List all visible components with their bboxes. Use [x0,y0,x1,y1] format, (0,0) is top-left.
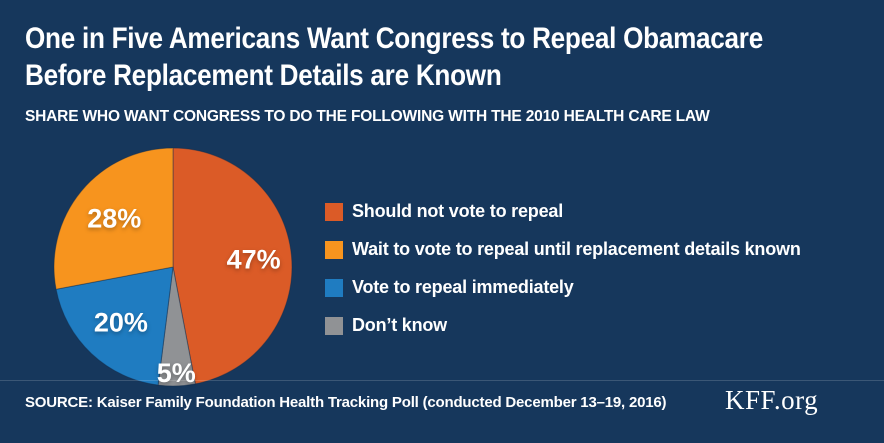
title-line-1: One in Five Americans Want Congress to R… [25,22,763,55]
legend-item: Don’t know [325,315,801,336]
chart-subtitle: SHARE WHO WANT CONGRESS TO DO THE FOLLOW… [25,108,710,125]
legend-label-wait-to-vote: Wait to vote to repeal until replacement… [352,239,801,259]
legend: Should not vote to repeal Wait to vote t… [325,201,801,336]
legend-label-vote-immediately: Vote to repeal immediately [352,277,574,297]
legend-swatch-vote-immediately [325,278,343,297]
legend-swatch-dont-know [325,316,343,335]
legend-swatch-wait-to-vote [325,240,343,259]
pie-slice-label: 47% [227,244,281,274]
legend-swatch-should-not-vote [325,202,343,221]
legend-item: Should not vote to repeal [325,201,801,222]
footer-divider [0,380,884,381]
title-line-2: Before Replacement Details are Known [25,59,502,92]
legend-item: Wait to vote to repeal until replacement… [325,239,801,260]
pie-chart: 47% 5% 20% 28% [53,147,293,388]
chart-title: One in Five Americans Want Congress to R… [25,20,860,94]
pie-slice [172,147,293,385]
pie-slice-label: 5% [157,358,196,388]
kff-logo: KFF.org [725,385,819,415]
pie-slice [157,266,196,387]
pie-slice [55,266,174,386]
legend-label-dont-know: Don’t know [352,315,447,335]
pie-slice [53,147,174,290]
legend-item: Vote to repeal immediately [325,277,801,298]
legend-label-should-not-vote: Should not vote to repeal [352,201,564,221]
pie-slice-label: 28% [87,204,141,234]
source-note: SOURCE: Kaiser Family Foundation Health … [25,394,667,411]
pie-slice-label: 20% [94,308,148,338]
